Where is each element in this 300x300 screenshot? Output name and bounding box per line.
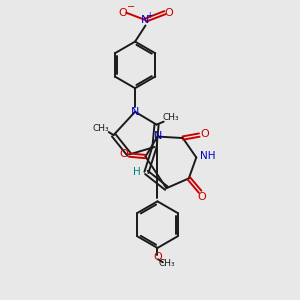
- Text: N: N: [154, 131, 162, 141]
- Text: N: N: [141, 15, 150, 25]
- Text: NH: NH: [200, 151, 215, 161]
- Text: O: O: [197, 192, 206, 202]
- Text: O: O: [154, 253, 162, 262]
- Text: O: O: [119, 149, 128, 160]
- Text: CH₃: CH₃: [162, 113, 179, 122]
- Text: +: +: [146, 11, 153, 20]
- Text: O: O: [200, 130, 209, 140]
- Text: CH₃: CH₃: [93, 124, 109, 133]
- Text: CH₃: CH₃: [158, 259, 175, 268]
- Text: O: O: [118, 8, 127, 18]
- Text: O: O: [164, 8, 173, 18]
- Text: N: N: [131, 107, 139, 117]
- Text: −: −: [128, 2, 136, 12]
- Text: H: H: [133, 167, 141, 177]
